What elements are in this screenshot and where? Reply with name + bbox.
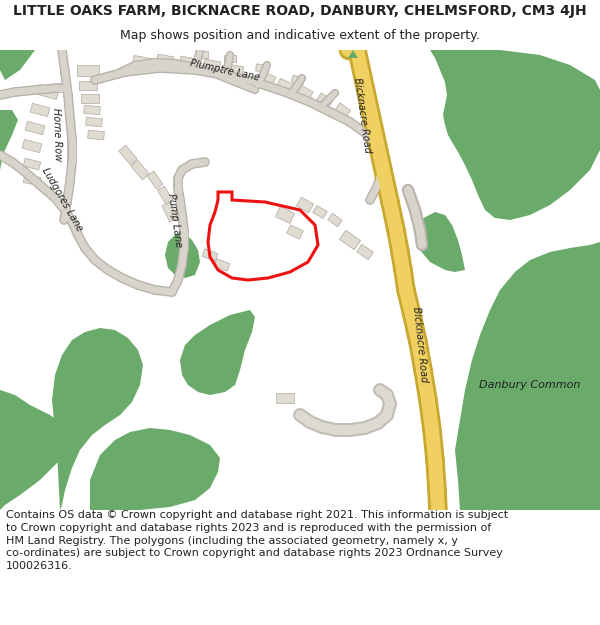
Bar: [77, 64, 99, 76]
Text: Bicknacre Road: Bicknacre Road: [352, 77, 372, 153]
Bar: [256, 64, 268, 72]
Text: Bicknacre Road: Bicknacre Road: [411, 307, 429, 383]
Bar: [132, 56, 152, 69]
Bar: [313, 206, 327, 219]
Bar: [196, 51, 208, 58]
Polygon shape: [415, 212, 465, 272]
Bar: [224, 54, 236, 61]
Bar: [275, 207, 295, 223]
Bar: [317, 93, 333, 107]
Bar: [296, 197, 314, 213]
Bar: [260, 71, 276, 84]
Text: LITTLE OAKS FARM, BICKNACRE ROAD, DANBURY, CHELMSFORD, CM3 4JH: LITTLE OAKS FARM, BICKNACRE ROAD, DANBUR…: [13, 4, 587, 18]
Bar: [23, 174, 41, 186]
Bar: [291, 75, 305, 85]
Bar: [335, 103, 350, 117]
Bar: [83, 106, 100, 114]
Bar: [157, 54, 173, 66]
Bar: [119, 145, 137, 165]
Bar: [214, 259, 230, 271]
Polygon shape: [90, 428, 220, 510]
Bar: [88, 131, 104, 139]
Text: Ludgores Lane: Ludgores Lane: [40, 166, 84, 234]
Bar: [226, 64, 244, 76]
Bar: [277, 78, 293, 92]
Bar: [203, 59, 221, 71]
Polygon shape: [180, 310, 255, 395]
Polygon shape: [165, 232, 200, 278]
Polygon shape: [348, 50, 358, 58]
Bar: [23, 158, 41, 170]
Bar: [37, 84, 59, 99]
Bar: [287, 225, 303, 239]
Text: Contains OS data © Crown copyright and database right 2021. This information is : Contains OS data © Crown copyright and d…: [6, 510, 508, 571]
Text: Plumptre Lane: Plumptre Lane: [189, 58, 261, 82]
Bar: [30, 103, 50, 117]
Bar: [340, 231, 361, 249]
Text: Map shows position and indicative extent of the property.: Map shows position and indicative extent…: [120, 29, 480, 42]
Polygon shape: [0, 390, 75, 510]
Bar: [79, 81, 97, 89]
Bar: [162, 202, 178, 222]
Text: Horne Row: Horne Row: [51, 108, 63, 162]
Polygon shape: [52, 328, 143, 510]
Bar: [131, 160, 149, 180]
Text: Danbury Common: Danbury Common: [479, 380, 581, 390]
Polygon shape: [0, 50, 35, 80]
Bar: [25, 121, 45, 134]
Bar: [81, 94, 99, 102]
Bar: [297, 85, 313, 99]
Text: Pump Lane: Pump Lane: [166, 192, 184, 248]
Bar: [202, 249, 218, 261]
Polygon shape: [455, 242, 600, 510]
Bar: [86, 118, 103, 127]
Polygon shape: [420, 50, 600, 220]
Polygon shape: [0, 110, 18, 170]
Bar: [158, 186, 172, 204]
Bar: [147, 171, 163, 189]
Bar: [179, 56, 197, 68]
Bar: [276, 393, 294, 403]
Bar: [356, 244, 373, 260]
Bar: [22, 139, 42, 152]
Bar: [328, 213, 342, 227]
